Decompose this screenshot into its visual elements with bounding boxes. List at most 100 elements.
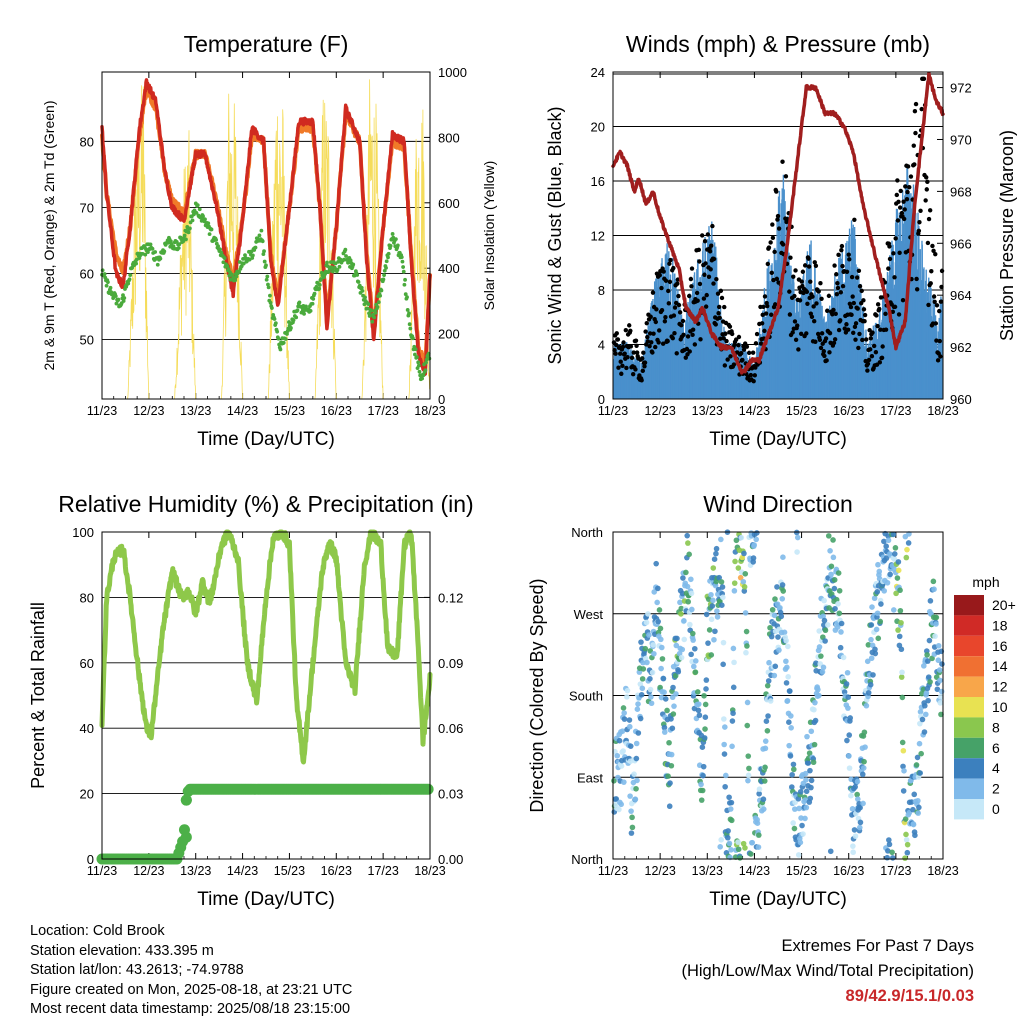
dewpoint-point (264, 277, 269, 282)
dewpoint-point (367, 314, 372, 318)
gust-point (937, 338, 942, 344)
dewpoint-point (207, 232, 212, 237)
gust-point (659, 285, 664, 291)
temperature-x-tick-label: 18/23 (414, 404, 445, 418)
direction-point (621, 779, 627, 785)
gust-point (744, 344, 750, 349)
direction-point (653, 560, 659, 567)
dewpoint-point (372, 315, 377, 320)
direction-point (620, 748, 626, 754)
dewpoint-point (184, 237, 188, 242)
dewpoint-point (356, 280, 361, 284)
wind_direction-y-tick-label: West (574, 607, 604, 622)
gust-point (762, 328, 767, 334)
direction-point (856, 824, 863, 831)
dewpoint-point (106, 280, 110, 285)
gust-point (645, 339, 651, 344)
dewpoint-point (325, 260, 329, 265)
dewpoint-point (384, 266, 388, 270)
gust-point (651, 331, 656, 336)
direction-point (783, 658, 789, 665)
gust-point (856, 268, 862, 273)
gust-point (928, 281, 933, 286)
direction-point (646, 632, 652, 638)
direction-point (816, 644, 823, 650)
direction-point (869, 604, 875, 610)
dewpoint-point (390, 232, 395, 236)
gust-point (631, 350, 636, 355)
direction-point (897, 607, 904, 614)
humidity-x-tick-label: 14/23 (227, 864, 258, 878)
dewpoint-point (221, 260, 226, 265)
direction-point (875, 561, 881, 568)
winds-plot-border (612, 71, 944, 400)
direction-point (730, 684, 737, 691)
direction-point (807, 767, 813, 774)
dewpoint-point (229, 272, 234, 277)
info-elevation: Station elevation: 433.395 m (30, 942, 214, 959)
dewpoint-point (243, 253, 247, 258)
winds-y2-tick-label: 972 (950, 81, 972, 96)
info-latlon: Station lat/lon: 43.2613; -74.9788 (30, 962, 244, 978)
direction-point (731, 580, 738, 586)
dewpoint-point (272, 317, 277, 321)
humidity-x-tick-label: 12/23 (133, 864, 164, 878)
direction-point (639, 685, 646, 692)
gust-point (770, 222, 775, 227)
wind_direction-xlabel: Time (Day/UTC) (709, 889, 847, 910)
temperature-y-tick-label: 50 (80, 333, 94, 348)
gust-point (899, 210, 905, 216)
temperature-y2-tick-label: 1000 (438, 65, 467, 80)
dewpoint-point (295, 308, 300, 313)
direction-point (702, 726, 708, 732)
dewpoint-point (259, 228, 264, 233)
gust-point (903, 184, 908, 189)
direction-point (712, 628, 718, 635)
direction-point (742, 845, 748, 851)
direction-point (722, 783, 728, 790)
pressure-series (611, 71, 945, 375)
direction-point (666, 739, 672, 746)
legend-swatch (954, 656, 984, 677)
gust-point (716, 310, 721, 316)
gust-point (868, 347, 873, 352)
dewpoint-point (312, 291, 317, 296)
gust-point (697, 259, 702, 264)
gust-point (617, 351, 623, 356)
winds-y2-tick-label: 970 (950, 132, 972, 147)
direction-point (835, 601, 841, 607)
dewpoint-point (382, 273, 386, 278)
gust-point (793, 268, 798, 273)
gust-point (754, 331, 760, 337)
gust-point (650, 290, 656, 295)
direction-point (750, 555, 757, 561)
direction-point (937, 693, 944, 700)
direction-point (680, 575, 686, 581)
gust-point (710, 223, 715, 229)
gust-point (847, 257, 852, 262)
gust-point (761, 304, 766, 310)
direction-point (685, 540, 691, 546)
dewpoint-point (337, 264, 342, 269)
legend-swatch (954, 799, 984, 820)
gust-point (874, 313, 879, 318)
direction-point (776, 647, 782, 653)
legend-label: 2 (992, 781, 1000, 797)
direction-point (746, 765, 752, 772)
direction-point (645, 611, 651, 617)
gust-point (796, 347, 801, 352)
wind_direction-y-tick-label: East (577, 770, 603, 785)
direction-point (810, 759, 817, 766)
direction-point (827, 848, 834, 855)
direction-point (922, 711, 929, 718)
dewpoint-point (108, 285, 113, 290)
gust-point (613, 351, 618, 356)
gust-point (723, 331, 728, 336)
gust-point (619, 371, 624, 376)
direction-point (849, 806, 856, 812)
direction-point (650, 642, 657, 648)
gust-point (716, 304, 722, 310)
winds-x-tick-label: 15/23 (786, 404, 817, 418)
dewpoint-point (417, 369, 422, 374)
dewpoint-point (401, 265, 406, 269)
